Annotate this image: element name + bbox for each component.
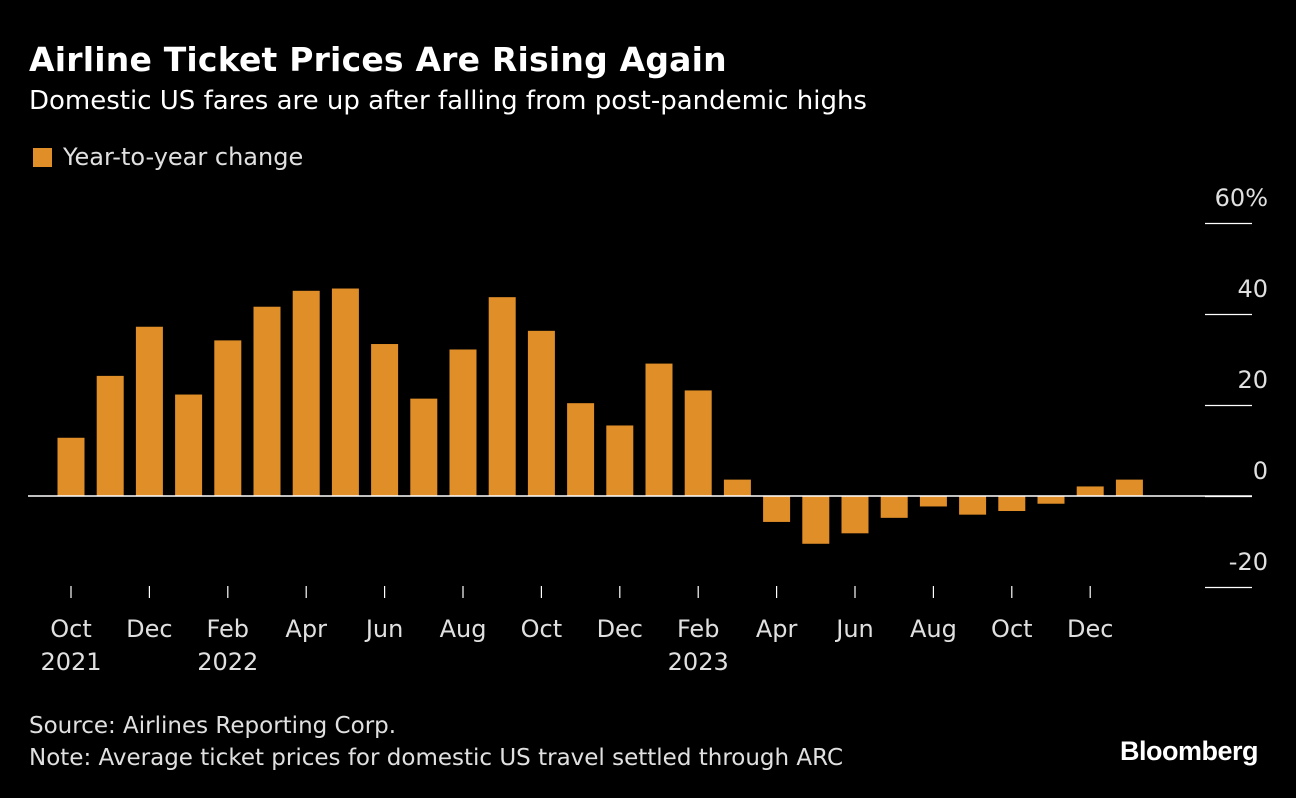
legend-label: Year-to-year change	[63, 143, 304, 171]
y-tick-label: -20	[1229, 548, 1268, 576]
legend: Year-to-year change	[33, 143, 303, 171]
bar-jan-2023	[645, 363, 673, 496]
bar-may-2022	[331, 288, 359, 496]
x-tick-label: Apr	[756, 615, 798, 643]
bar-chart: 60% 40 20 0 -20 Oct 2021 Dec Feb 2022 Apr Jun Aug Oct…	[28, 184, 1268, 676]
bar-dec-2021	[135, 326, 163, 496]
bloomberg-logo: Bloomberg	[1119, 736, 1259, 766]
x-tick-year-label: 2021	[40, 648, 101, 676]
bar-mar-2022	[253, 306, 281, 496]
source-text: Source: Airlines Reporting Corp.	[29, 713, 397, 739]
x-tick-label: Jun	[364, 615, 404, 643]
bar-apr-2022	[292, 290, 320, 496]
x-tick-label: Jun	[834, 615, 874, 643]
y-tick-label: 0	[1253, 457, 1268, 485]
bar-dec-2023	[1076, 486, 1104, 496]
bar-sep-2022	[488, 297, 516, 496]
x-tick-label: Dec	[597, 615, 643, 643]
bar-nov-2023	[1037, 496, 1065, 504]
bar-aug-2023	[919, 496, 947, 507]
y-tick-label: 40	[1237, 275, 1268, 303]
x-tick-label: Oct	[50, 615, 92, 643]
x-tick-label: Dec	[126, 615, 172, 643]
y-tick-label: 60%	[1215, 184, 1268, 212]
bar-sep-2023	[959, 496, 987, 515]
x-tick-year-label: 2023	[668, 648, 729, 676]
bar-feb-2023	[684, 390, 712, 496]
bar-apr-2023	[763, 496, 791, 522]
bar-aug-2022	[449, 349, 477, 496]
x-tick-label: Aug	[440, 615, 487, 643]
bar-may-2023	[802, 496, 830, 544]
bar-mar-2023	[723, 479, 751, 496]
bar-jun-2023	[841, 496, 869, 534]
bar-jun-2022	[371, 344, 399, 496]
chart-subtitle: Domestic US fares are up after falling f…	[29, 86, 867, 116]
x-tick-label: Dec	[1067, 615, 1113, 643]
legend-swatch	[33, 147, 52, 167]
x-tick-label: Oct	[521, 615, 563, 643]
x-tick-label: Oct	[991, 615, 1033, 643]
x-tick-label: Feb	[677, 615, 720, 643]
bar-nov-2022	[567, 403, 595, 496]
bar-feb-2022	[214, 340, 242, 496]
bar-jan-2022	[175, 394, 203, 496]
bar-oct-2022	[527, 330, 555, 496]
chart-title: Airline Ticket Prices Are Rising Again	[29, 40, 727, 79]
bar-dec-2022	[606, 425, 634, 496]
x-tick-label: Apr	[285, 615, 327, 643]
bar-jan-2024	[1115, 479, 1143, 496]
bar-oct-2021	[57, 437, 85, 496]
bar-jul-2022	[410, 398, 438, 496]
note-text: Note: Average ticket prices for domestic…	[29, 745, 844, 771]
x-tick-year-label: 2022	[197, 648, 258, 676]
bar-oct-2023	[998, 496, 1026, 512]
y-tick-label: 20	[1237, 366, 1268, 394]
bar-nov-2021	[96, 375, 124, 496]
x-tick-label: Aug	[910, 615, 957, 643]
bar-jul-2023	[880, 496, 908, 518]
x-tick-label: Feb	[207, 615, 250, 643]
